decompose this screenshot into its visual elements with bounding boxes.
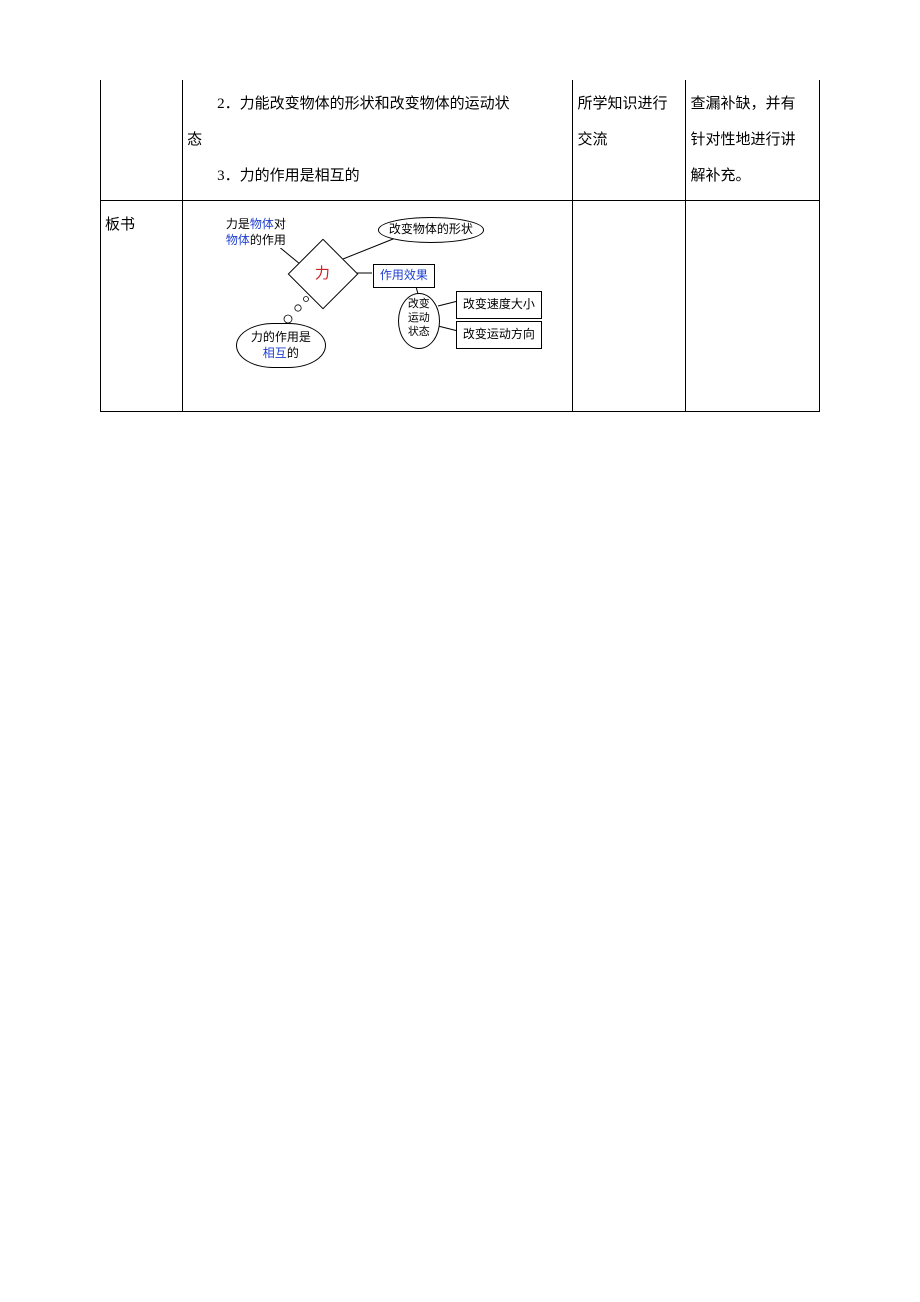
summary-point-2: 2．力能改变物体的形状和改变物体的运动状 bbox=[187, 86, 568, 122]
def-text2: 对 bbox=[274, 217, 286, 231]
node-motion-change: 改变 运动 状态 bbox=[398, 293, 440, 349]
cell-r2c4 bbox=[686, 201, 820, 412]
motion-l1: 改变 bbox=[408, 298, 430, 310]
node-definition: 力是物体对 物体的作用 bbox=[226, 217, 286, 248]
teacher-activity-line2: 针对性地进行讲 bbox=[690, 132, 795, 148]
def-text: 力是 bbox=[226, 217, 250, 231]
page: 2．力能改变物体的形状和改变物体的运动状 态 3．力的作用是相互的 所学知识进行… bbox=[0, 0, 920, 412]
cell-r2c3 bbox=[573, 201, 686, 412]
cell-r1c3: 所学知识进行 交流 bbox=[573, 80, 686, 201]
mutual-l2-blue: 相互 bbox=[263, 346, 287, 360]
summary-point-2-cont: 态 bbox=[187, 122, 568, 158]
concept-map: 力是物体对 物体的作用 力 改变物体的形状 作用效果 改变 运动 状态 bbox=[198, 211, 558, 381]
cell-r1c4: 查漏补缺，并有 针对性地进行讲 解补充。 bbox=[686, 80, 820, 201]
motion-l3: 状态 bbox=[408, 326, 430, 338]
node-speed-change: 改变速度大小 bbox=[456, 291, 542, 319]
summary-point-3: 3．力的作用是相互的 bbox=[187, 158, 568, 194]
def-text3: 的作用 bbox=[250, 233, 286, 247]
node-effect-label: 作用效果 bbox=[373, 264, 435, 288]
table-row: 板书 力是物体对 物体的作用 bbox=[101, 201, 820, 412]
motion-l2: 运动 bbox=[408, 312, 430, 324]
table-row: 2．力能改变物体的形状和改变物体的运动状 态 3．力的作用是相互的 所学知识进行… bbox=[101, 80, 820, 201]
mutual-l2: 的 bbox=[287, 346, 299, 360]
node-mutual: 力的作用是 相互的 bbox=[236, 323, 326, 368]
node-center-label: 力 bbox=[315, 265, 330, 285]
node-direction-change: 改变运动方向 bbox=[456, 321, 542, 349]
cell-r1c2: 2．力能改变物体的形状和改变物体的运动状 态 3．力的作用是相互的 bbox=[183, 80, 573, 201]
effect-label-text: 作用效果 bbox=[380, 268, 428, 282]
teacher-activity-line3: 解补充。 bbox=[690, 168, 750, 184]
student-activity-line1: 所学知识进行 bbox=[577, 96, 667, 112]
mutual-l1: 力的作用是 bbox=[251, 330, 311, 344]
node-shape-change: 改变物体的形状 bbox=[378, 217, 484, 243]
def-text-blue1: 物体 bbox=[250, 217, 274, 231]
cell-r1c1 bbox=[101, 80, 183, 201]
student-activity-line2: 交流 bbox=[577, 132, 607, 148]
def-text-blue2: 物体 bbox=[226, 233, 250, 247]
cell-r2c1: 板书 bbox=[101, 201, 183, 412]
cell-r2c2-diagram: 力是物体对 物体的作用 力 改变物体的形状 作用效果 改变 运动 状态 bbox=[183, 201, 573, 412]
lesson-table: 2．力能改变物体的形状和改变物体的运动状 态 3．力的作用是相互的 所学知识进行… bbox=[100, 80, 820, 412]
teacher-activity-line1: 查漏补缺，并有 bbox=[690, 96, 795, 112]
